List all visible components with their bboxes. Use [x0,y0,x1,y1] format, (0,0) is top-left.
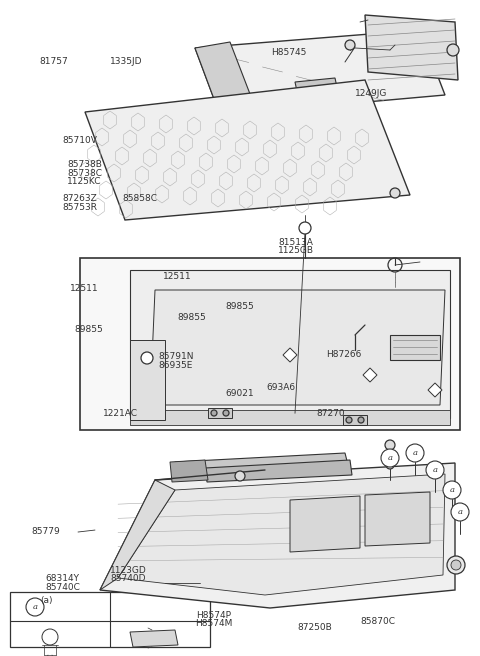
Circle shape [26,598,44,616]
Text: 12511: 12511 [163,272,192,281]
Text: 1123GD: 1123GD [110,565,147,575]
Text: 69021: 69021 [226,389,254,398]
Polygon shape [195,42,255,115]
Circle shape [426,461,444,479]
Text: 85791N: 85791N [158,352,194,361]
Text: 693A6: 693A6 [266,382,296,392]
Text: a: a [457,508,463,516]
Text: 85870C: 85870C [360,617,395,626]
Text: 85858C: 85858C [122,194,157,203]
Text: 86935E: 86935E [158,361,193,370]
Circle shape [390,188,400,198]
Circle shape [443,481,461,499]
Circle shape [235,471,245,481]
Polygon shape [363,368,377,382]
Text: 85740D: 85740D [110,574,146,583]
Polygon shape [130,410,450,425]
Text: 85710V: 85710V [62,136,97,145]
Polygon shape [365,492,430,546]
Polygon shape [195,30,445,115]
Circle shape [346,417,352,423]
Polygon shape [175,453,348,473]
Text: H85745: H85745 [271,48,307,57]
Circle shape [381,449,399,467]
Polygon shape [130,340,165,420]
Text: H8574M: H8574M [195,619,232,628]
Circle shape [451,503,469,521]
Text: 1249JG: 1249JG [355,89,387,98]
Text: 1125KC: 1125KC [67,177,102,186]
Text: 1335JD: 1335JD [110,56,143,66]
Circle shape [447,556,465,574]
Polygon shape [100,463,455,608]
Polygon shape [130,630,178,647]
Text: a: a [432,466,437,474]
Polygon shape [150,290,445,405]
Polygon shape [85,80,410,220]
Text: 89855: 89855 [74,325,103,335]
Text: (a): (a) [40,596,52,604]
Circle shape [386,461,394,469]
Text: a: a [412,449,418,457]
Text: a: a [387,454,393,462]
Text: 81757: 81757 [39,56,68,66]
Text: H87266: H87266 [326,350,362,359]
Polygon shape [283,348,297,362]
Text: 87263Z: 87263Z [62,194,97,203]
Circle shape [345,40,355,50]
Text: 85738C: 85738C [67,169,102,178]
Circle shape [358,417,364,423]
Circle shape [299,222,311,234]
Text: 81513A: 81513A [278,237,313,247]
Text: 87250B: 87250B [298,623,332,632]
Polygon shape [130,270,450,418]
Circle shape [451,560,461,570]
Polygon shape [290,496,360,552]
Text: 89855: 89855 [178,313,206,322]
Text: 1221AC: 1221AC [103,409,138,418]
Text: 85740C: 85740C [46,583,81,592]
Polygon shape [208,408,232,418]
Text: 87270: 87270 [317,409,346,418]
Polygon shape [343,415,367,425]
Circle shape [385,440,395,450]
Polygon shape [100,480,175,590]
Text: a: a [449,486,455,494]
Circle shape [141,352,153,364]
Text: 85779: 85779 [31,527,60,536]
Text: H8574P: H8574P [196,611,231,620]
Text: 85738B: 85738B [67,160,102,169]
Circle shape [223,410,229,416]
Polygon shape [80,258,460,430]
Circle shape [211,410,217,416]
Polygon shape [205,460,352,482]
Polygon shape [390,335,440,360]
Polygon shape [118,474,445,595]
Text: 85753R: 85753R [62,203,97,212]
Polygon shape [428,383,442,397]
Circle shape [447,44,459,56]
Text: 12511: 12511 [70,284,98,293]
Polygon shape [295,78,338,96]
Circle shape [406,444,424,462]
Polygon shape [365,15,458,80]
Text: 89855: 89855 [226,302,254,311]
Text: a: a [33,603,37,611]
Polygon shape [170,460,208,482]
FancyBboxPatch shape [10,592,210,647]
Text: 1125GB: 1125GB [278,246,314,255]
Text: 68314Y: 68314Y [46,574,80,583]
